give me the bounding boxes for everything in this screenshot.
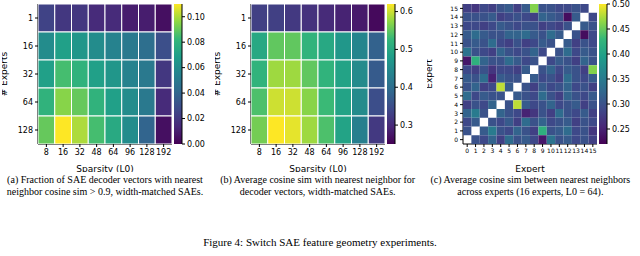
svg-text:32: 32 [287,148,297,157]
svg-text:14: 14 [581,147,589,154]
svg-text:7: 7 [524,147,528,154]
svg-text:15: 15 [451,5,459,12]
svg-text:1: 1 [28,14,33,23]
svg-text:16: 16 [58,148,68,157]
svg-text:128: 128 [18,126,33,135]
svg-text:6: 6 [455,83,459,90]
svg-text:8: 8 [533,147,537,154]
svg-text:13: 13 [573,147,581,154]
svg-text:32: 32 [235,70,245,79]
svg-text:8: 8 [44,148,49,157]
svg-text:0.25: 0.25 [612,125,630,134]
svg-text:0.3: 0.3 [400,121,413,130]
svg-text:0: 0 [466,147,470,154]
svg-text:64: 64 [23,98,33,107]
svg-text:0.50: 0.50 [612,0,630,9]
svg-text:64: 64 [235,98,245,107]
svg-text:0.04: 0.04 [187,89,205,98]
svg-text:48: 48 [304,148,314,157]
svg-text:192: 192 [156,148,171,157]
svg-text:Expert: Expert [516,164,546,172]
svg-text:16: 16 [235,42,245,51]
html-text:(c) Average cosine sim between: (c) Average cosine sim between nearest n… [430,174,631,197]
svg-text:13: 13 [451,22,459,29]
svg-text:4: 4 [455,101,459,108]
svg-text:64: 64 [108,148,118,157]
svg-text:5: 5 [507,147,511,154]
svg-text:14: 14 [451,13,459,20]
svg-text:3: 3 [491,147,495,154]
svg-text:96: 96 [338,148,348,157]
svg-text:1: 1 [474,147,478,154]
svg-text:32: 32 [23,70,33,79]
svg-text:# Experts: # Experts [215,51,222,96]
svg-text:Expert: Expert [427,59,434,89]
svg-text:0.4: 0.4 [400,83,413,92]
svg-text:2: 2 [482,147,486,154]
svg-text:Sparsity (L0): Sparsity (L0) [76,164,133,172]
svg-text:0.5: 0.5 [400,45,413,54]
svg-text:128: 128 [352,148,367,157]
svg-text:7: 7 [455,75,459,82]
svg-text:0: 0 [455,136,459,143]
svg-text:12: 12 [564,147,572,154]
svg-text:11: 11 [451,40,459,47]
svg-text:12: 12 [451,31,459,38]
svg-text:48: 48 [92,148,102,157]
svg-text:192: 192 [369,148,384,157]
html-text:(a) Fraction of SAE decoder ve: (a) Fraction of SAE decoder vectors with… [6,174,204,197]
svg-text:1: 1 [455,127,459,134]
svg-text:3: 3 [455,110,459,117]
svg-text:0.08: 0.08 [187,38,205,47]
svg-text:128: 128 [139,148,154,157]
svg-text:Sparsity (L0): Sparsity (L0) [289,164,346,172]
svg-text:11: 11 [556,147,564,154]
svg-text:32: 32 [75,148,85,157]
svg-text:0.6: 0.6 [400,7,413,16]
svg-text:128: 128 [230,126,245,135]
svg-text:0.40: 0.40 [612,50,630,59]
svg-text:0.45: 0.45 [612,25,630,34]
html-text:Figure 4: Switch SAE feature g: Figure 4: Switch SAE feature geometry ex… [203,236,437,248]
svg-text:64: 64 [321,148,331,157]
svg-text:# Experts: # Experts [8,51,9,96]
svg-text:16: 16 [271,148,281,157]
svg-text:96: 96 [125,148,135,157]
svg-text:0.06: 0.06 [187,63,205,72]
svg-text:8: 8 [455,66,459,73]
svg-text:0.35: 0.35 [612,75,630,84]
svg-text:1: 1 [241,14,246,23]
svg-text:8: 8 [257,148,262,157]
svg-text:10: 10 [547,147,555,154]
svg-text:9: 9 [541,147,545,154]
svg-text:6: 6 [516,147,520,154]
svg-text:0.10: 0.10 [187,13,205,22]
svg-text:0.30: 0.30 [612,100,630,109]
svg-text:9: 9 [455,57,459,64]
svg-text:16: 16 [23,42,33,51]
svg-text:15: 15 [589,147,597,154]
svg-text:0.02: 0.02 [187,114,205,123]
svg-text:5: 5 [455,92,459,99]
svg-text:2: 2 [455,118,459,125]
svg-text:10: 10 [451,48,459,55]
svg-text:0.00: 0.00 [187,140,205,149]
html-text:(b) Average cosine sim with ne: (b) Average cosine sim with nearest neig… [220,174,416,197]
svg-text:4: 4 [499,147,503,154]
